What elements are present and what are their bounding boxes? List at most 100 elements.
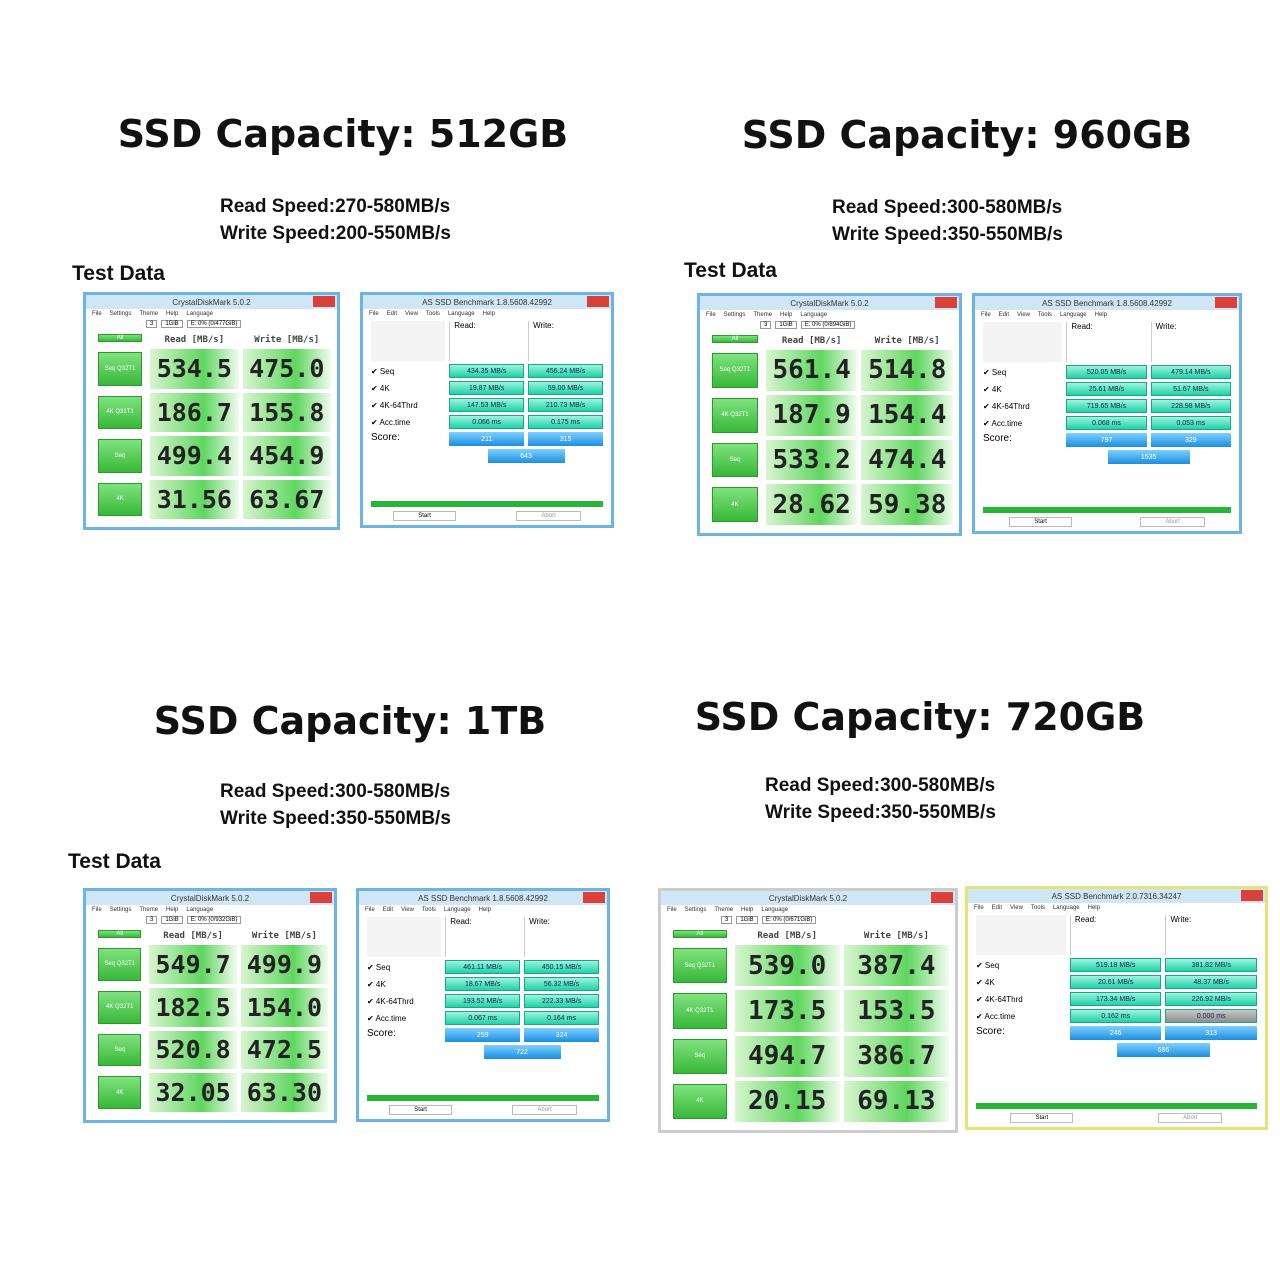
menu-item[interactable]: Help <box>780 312 793 318</box>
menu-item[interactable]: Tools <box>1037 312 1052 318</box>
test-button[interactable]: 4K <box>98 1076 142 1109</box>
menu-item[interactable]: File <box>974 905 984 911</box>
score-label: Score: <box>367 1028 396 1039</box>
dropdown[interactable]: 1GiB <box>161 916 183 924</box>
test-button[interactable]: Seq <box>98 439 143 473</box>
test-button[interactable]: 4K Q32T1 <box>98 990 142 1024</box>
test-button[interactable]: Seq <box>712 442 758 478</box>
test-button[interactable]: Seq Q32T1 <box>712 353 758 388</box>
menu-item[interactable]: Language <box>1059 312 1087 318</box>
menu-item[interactable]: Theme <box>139 907 159 913</box>
test-button[interactable]: 4K Q32T1 <box>673 993 727 1029</box>
menu-item[interactable]: Theme <box>714 907 734 913</box>
menu-item[interactable]: Language <box>800 312 828 318</box>
test-button[interactable]: 4K <box>98 482 143 516</box>
menu-item[interactable]: Language <box>443 907 471 913</box>
dropdown[interactable]: 1GiB <box>161 320 183 328</box>
menu-item[interactable]: Help <box>166 907 179 913</box>
abort-button[interactable]: Abort <box>1158 1113 1223 1123</box>
menu-bar: File Edit View Tools Language Help <box>363 309 611 319</box>
menu-item[interactable]: Language <box>1052 905 1080 911</box>
menu-item[interactable]: File <box>369 311 379 317</box>
test-button[interactable]: Seq Q32T1 <box>98 352 143 386</box>
menu-item[interactable]: Help <box>482 311 495 317</box>
close-button[interactable] <box>583 892 605 903</box>
dropdown[interactable]: 1GiB <box>736 916 758 924</box>
menu-item[interactable]: Theme <box>139 311 159 317</box>
test-data-label: Test Data <box>684 259 777 282</box>
close-button[interactable] <box>310 892 332 903</box>
crystaldiskmark-window: CrystalDiskMark 5.0.2 File Settings Theme He… <box>83 888 337 1123</box>
menu-item[interactable]: Help <box>478 907 491 913</box>
all-button[interactable]: All <box>712 335 758 343</box>
test-button[interactable]: Seq Q32T1 <box>673 948 727 984</box>
dropdown[interactable]: E: 0% (0/671GiB) <box>761 916 817 924</box>
menu-item[interactable]: Edit <box>386 311 398 317</box>
test-button[interactable]: Seq Q32T1 <box>98 948 142 981</box>
menu-item[interactable]: File <box>92 311 102 317</box>
menu-item[interactable]: Language <box>761 907 789 913</box>
test-button[interactable]: 4K Q32T1 <box>98 395 143 429</box>
abort-button[interactable]: Abort <box>512 1105 577 1115</box>
abort-button[interactable]: Abort <box>516 511 581 521</box>
score-write: 313 <box>1165 1026 1257 1040</box>
test-button[interactable]: Seq <box>98 1033 142 1067</box>
start-button[interactable]: Start <box>1009 517 1072 527</box>
menu-item[interactable]: Tools <box>421 907 436 913</box>
dropdown[interactable]: 3 <box>146 916 158 924</box>
test-button[interactable]: 4K <box>712 487 758 522</box>
start-button[interactable]: Start <box>393 511 456 521</box>
close-button[interactable] <box>931 892 953 903</box>
menu-item[interactable]: View <box>401 907 414 913</box>
menu-item[interactable]: View <box>405 311 418 317</box>
all-button[interactable]: All <box>98 334 143 342</box>
title-bar: AS SSD Benchmark 1.8.5608.42992 <box>363 295 611 309</box>
close-button[interactable] <box>1241 890 1263 901</box>
start-button[interactable]: Start <box>1010 1113 1074 1123</box>
menu-item[interactable]: File <box>365 907 375 913</box>
menu-item[interactable]: Help <box>1094 312 1107 318</box>
dropdown[interactable]: E: 0% (0/894GiB) <box>800 321 856 329</box>
dropdown[interactable]: 3 <box>146 320 158 328</box>
menu-item[interactable]: Tools <box>425 311 440 317</box>
menu-item[interactable]: Help <box>1087 905 1100 911</box>
menu-item[interactable]: Help <box>741 907 754 913</box>
menu-item[interactable]: File <box>667 907 677 913</box>
menu-item[interactable]: Help <box>166 311 179 317</box>
start-button[interactable]: Start <box>389 1105 452 1115</box>
all-button[interactable]: All <box>673 930 727 938</box>
dropdown[interactable]: E: 0% (0/477GiB) <box>186 320 242 328</box>
menu-item[interactable]: Language <box>447 311 475 317</box>
crystaldiskmark-window: CrystalDiskMark 5.0.2 File Settings Theme He… <box>83 292 340 530</box>
test-button[interactable]: 4K <box>673 1083 727 1119</box>
menu-item[interactable]: File <box>981 312 991 318</box>
dropdown[interactable]: 3 <box>721 916 733 924</box>
menu-item[interactable]: Tools <box>1030 905 1045 911</box>
all-button[interactable]: All <box>98 930 142 938</box>
close-button[interactable] <box>1215 297 1237 308</box>
menu-item[interactable]: Theme <box>753 312 773 318</box>
dropdown[interactable]: E: 0% (0/932GiB) <box>186 916 242 924</box>
close-button[interactable] <box>587 296 609 307</box>
menu-item[interactable]: File <box>92 907 102 913</box>
menu-item[interactable]: Edit <box>382 907 394 913</box>
abort-button[interactable]: Abort <box>1140 517 1205 527</box>
dropdown[interactable]: 1GiB <box>775 321 797 329</box>
menu-item[interactable]: Language <box>186 907 214 913</box>
menu-item[interactable]: View <box>1010 905 1023 911</box>
close-button[interactable] <box>313 296 335 307</box>
menu-item[interactable]: File <box>706 312 716 318</box>
menu-item[interactable]: Settings <box>109 907 132 913</box>
menu-item[interactable]: View <box>1017 312 1030 318</box>
menu-item[interactable]: Settings <box>109 311 132 317</box>
menu-item[interactable]: Edit <box>991 905 1003 911</box>
menu-item[interactable]: Settings <box>723 312 746 318</box>
dropdown[interactable]: 3 <box>760 321 772 329</box>
test-button[interactable]: 4K Q32T1 <box>712 397 758 433</box>
menu-item[interactable]: Settings <box>684 907 707 913</box>
menu-item[interactable]: Language <box>186 311 214 317</box>
menu-item[interactable]: Edit <box>998 312 1010 318</box>
close-button[interactable] <box>935 297 957 308</box>
test-button[interactable]: Seq <box>673 1038 727 1074</box>
write-value: 59.00 MB/s <box>528 381 603 395</box>
